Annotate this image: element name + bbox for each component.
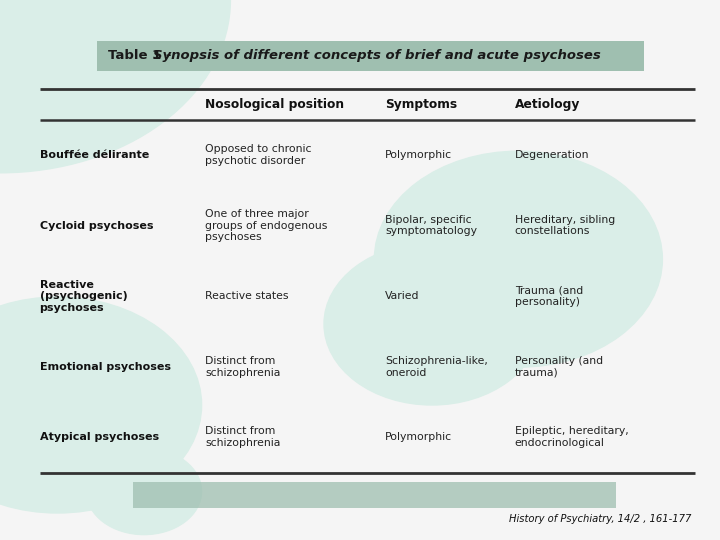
Circle shape: [0, 0, 230, 173]
Text: Hereditary, sibling
constellations: Hereditary, sibling constellations: [515, 215, 615, 237]
Text: Synopsis of different concepts of brief and acute psychoses: Synopsis of different concepts of brief …: [153, 49, 600, 63]
Text: One of three major
groups of endogenous
psychoses: One of three major groups of endogenous …: [205, 209, 328, 242]
Circle shape: [0, 297, 202, 513]
Text: Degeneration: Degeneration: [515, 150, 589, 160]
Circle shape: [324, 243, 540, 405]
Text: History of Psychiatry, 14/2 , 161-177: History of Psychiatry, 14/2 , 161-177: [509, 515, 691, 524]
Text: Epileptic, hereditary,
endocrinological: Epileptic, hereditary, endocrinological: [515, 427, 629, 448]
Text: Personality (and
trauma): Personality (and trauma): [515, 356, 603, 377]
Text: Nosological position: Nosological position: [205, 98, 344, 111]
Text: Polymorphic: Polymorphic: [385, 432, 452, 442]
Text: Distinct from
schizophrenia: Distinct from schizophrenia: [205, 427, 281, 448]
Text: Table 1 -: Table 1 -: [108, 49, 176, 63]
FancyBboxPatch shape: [97, 40, 644, 71]
Text: Emotional psychoses: Emotional psychoses: [40, 362, 171, 372]
Text: Aetiology: Aetiology: [515, 98, 580, 111]
FancyBboxPatch shape: [133, 482, 616, 508]
Text: Varied: Varied: [385, 291, 420, 301]
Text: Polymorphic: Polymorphic: [385, 150, 452, 160]
Text: Cycloid psychoses: Cycloid psychoses: [40, 221, 153, 231]
Text: Distinct from
schizophrenia: Distinct from schizophrenia: [205, 356, 281, 377]
Text: Bipolar, specific
symptomatology: Bipolar, specific symptomatology: [385, 215, 477, 237]
Text: Opposed to chronic
psychotic disorder: Opposed to chronic psychotic disorder: [205, 144, 312, 166]
Text: Reactive states: Reactive states: [205, 291, 289, 301]
Circle shape: [86, 448, 202, 535]
Text: Trauma (and
personality): Trauma (and personality): [515, 285, 583, 307]
Text: Schizophrenia-like,
oneroid: Schizophrenia-like, oneroid: [385, 356, 488, 377]
Text: Bouffée délirante: Bouffée délirante: [40, 150, 149, 160]
Circle shape: [374, 151, 662, 367]
Text: Symptoms: Symptoms: [385, 98, 457, 111]
Text: Atypical psychoses: Atypical psychoses: [40, 432, 158, 442]
Text: Reactive
(psychogenic)
psychoses: Reactive (psychogenic) psychoses: [40, 280, 127, 313]
